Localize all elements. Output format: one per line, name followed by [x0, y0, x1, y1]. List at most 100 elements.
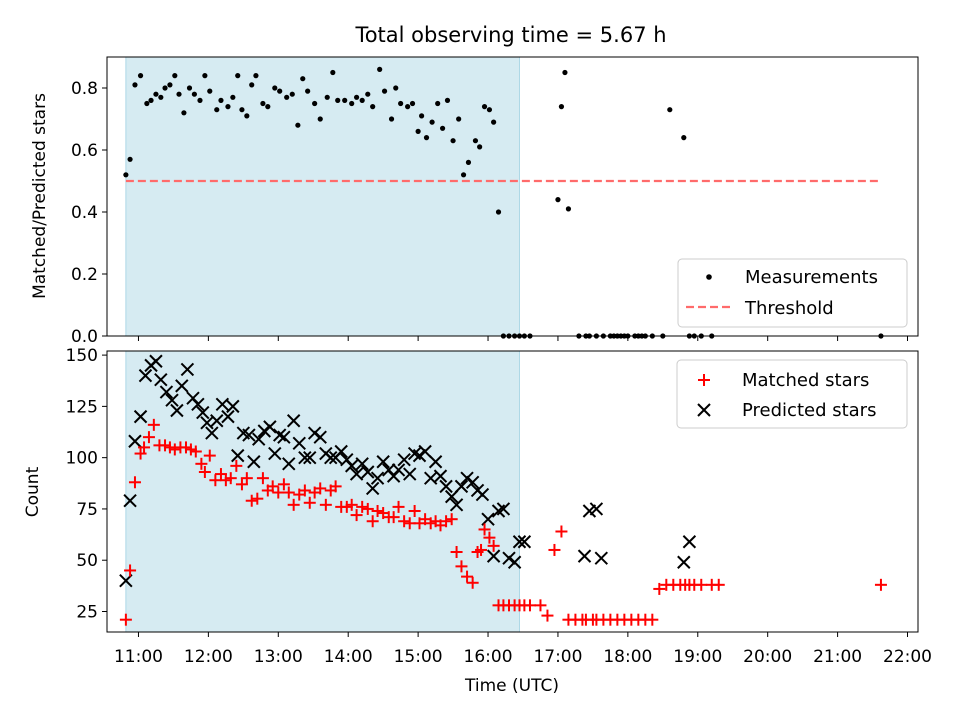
- predicted-star-point: [460, 471, 474, 485]
- predicted-star-point: [677, 555, 691, 569]
- measurement-point: [218, 97, 224, 103]
- legend-predicted-label: Predicted stars: [742, 400, 876, 421]
- matched-star-point: [134, 447, 147, 460]
- predicted-star-point: [257, 424, 272, 438]
- measurement-point: [456, 116, 462, 122]
- matched-star-point: [555, 525, 568, 538]
- predicted-star-point: [180, 362, 195, 377]
- measurement-point: [419, 113, 425, 119]
- x-tick-label: 16:00: [464, 647, 513, 667]
- measurement-point: [398, 100, 404, 107]
- measurement-point: [158, 94, 164, 100]
- measurement-point: [481, 104, 488, 110]
- matched-star-point: [371, 504, 384, 517]
- predicted-star-point: [231, 448, 245, 463]
- matched-star-point: [209, 474, 222, 487]
- predicted-star-point: [123, 494, 137, 508]
- x-tick-label: 18:00: [603, 647, 652, 667]
- y-tick-label: 150: [66, 346, 98, 366]
- matched-star-point: [487, 539, 500, 552]
- matched-star-point: [523, 599, 536, 612]
- predicted-star-point: [418, 444, 432, 459]
- matched-star-point: [695, 578, 708, 591]
- measurement-point: [289, 91, 295, 97]
- predicted-star-point: [403, 467, 417, 481]
- measurement-point: [342, 97, 348, 103]
- matched-star-point: [548, 543, 561, 556]
- predicted-star-point: [175, 379, 189, 393]
- measurement-point: [300, 76, 306, 82]
- matched-star-point: [119, 613, 132, 626]
- bottom-y-axis-label: Count: [23, 466, 43, 517]
- predicted-star-point: [577, 549, 592, 563]
- measurement-point: [460, 172, 467, 178]
- measurement-point: [465, 159, 472, 165]
- measurement-point: [415, 128, 421, 134]
- measurement-point: [137, 73, 144, 79]
- matched-star-point: [874, 578, 887, 591]
- matched-star-point: [461, 570, 474, 583]
- y-tick-label: 125: [66, 397, 98, 417]
- measurement-point: [359, 97, 365, 103]
- predicted-star-point: [365, 481, 380, 496]
- measurement-point: [558, 104, 565, 110]
- matched-star-point: [408, 504, 421, 517]
- predicted-star-point: [507, 555, 522, 569]
- measurement-point: [444, 97, 451, 103]
- bottom-panel: 25 50 75 100 125 150 11:00 12:00 13:00 14:00 15:0…: [23, 346, 932, 696]
- matched-star-point: [198, 466, 211, 479]
- measurement-point: [167, 82, 173, 88]
- predicted-stars-points: [119, 354, 697, 588]
- predicted-star-point: [154, 373, 168, 387]
- matched-star-point: [189, 445, 202, 458]
- matched-star-point: [466, 576, 479, 589]
- predicted-star-point: [196, 405, 210, 420]
- predicted-star-point: [481, 512, 495, 526]
- predicted-star-point: [397, 453, 411, 467]
- measurement-point: [207, 88, 213, 94]
- matched-star-point: [475, 543, 488, 556]
- matched-star-point: [445, 513, 458, 526]
- matched-star-point: [350, 509, 363, 522]
- predicted-star-point: [138, 368, 153, 383]
- measurement-point: [324, 94, 330, 100]
- predicted-star-point: [119, 574, 133, 588]
- legend-threshold-label: Threshold: [744, 298, 834, 319]
- measurement-point: [186, 85, 193, 91]
- matched-star-point: [256, 472, 269, 485]
- measurement-point: [562, 69, 568, 76]
- measurement-point: [495, 209, 502, 215]
- predicted-star-point: [502, 551, 516, 565]
- predicted-star-point: [205, 426, 219, 440]
- x-tick-label: 21:00: [813, 647, 862, 667]
- measurement-point: [132, 82, 138, 88]
- predicted-star-point: [149, 354, 163, 368]
- predicted-star-point: [370, 471, 385, 485]
- predicted-star-point: [170, 403, 184, 418]
- predicted-star-point: [303, 450, 317, 465]
- matched-star-point: [319, 498, 332, 511]
- matched-star-point: [387, 511, 400, 524]
- matched-star-point: [329, 480, 342, 493]
- top-legend-box: [677, 258, 908, 328]
- legend-measurements-marker: [706, 274, 712, 280]
- predicted-star-point: [454, 479, 469, 494]
- measurement-point: [317, 116, 323, 122]
- predicted-star-point: [376, 455, 390, 469]
- x-tick-label: 12:00: [184, 647, 233, 667]
- matched-star-point: [366, 515, 379, 528]
- measurement-point: [162, 85, 168, 91]
- legend-predicted-marker: [697, 403, 711, 417]
- measurement-point: [123, 172, 129, 178]
- y-tick-label: 0.8: [71, 79, 98, 99]
- matched-star-point: [235, 478, 248, 491]
- matched-star-point: [298, 484, 311, 497]
- measurement-point: [429, 119, 435, 125]
- predicted-star-point: [165, 393, 179, 407]
- x-tick-label: 19:00: [673, 647, 722, 667]
- predicted-star-point: [313, 430, 327, 444]
- measurement-point: [377, 66, 383, 72]
- top-x-ticks: [137, 336, 909, 341]
- measurement-point: [144, 100, 150, 107]
- matched-star-point: [224, 472, 237, 485]
